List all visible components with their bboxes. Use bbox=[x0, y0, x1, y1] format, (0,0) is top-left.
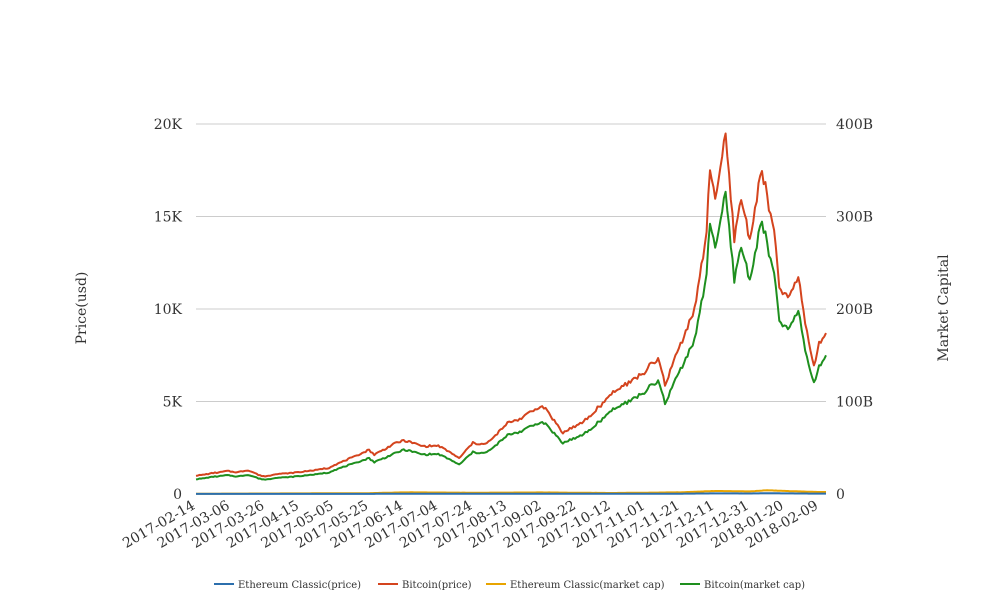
legend-label: Ethereum Classic(price) bbox=[238, 580, 361, 591]
series-line-0 bbox=[196, 492, 826, 495]
y-right-tick-label: 200B bbox=[836, 302, 873, 318]
y-right-tick-label: 300B bbox=[836, 210, 873, 226]
y-axis-left-title: Price(usd) bbox=[74, 272, 90, 345]
y-axis-left-ticks: 0 5K 10K 15K 20K bbox=[154, 117, 183, 503]
legend-label: Bitcoin(price) bbox=[402, 580, 472, 591]
y-left-tick-label: 10K bbox=[154, 302, 183, 318]
y-left-tick-label: 15K bbox=[154, 210, 183, 226]
legend-label: Ethereum Classic(market cap) bbox=[510, 580, 665, 591]
y-left-tick-label: 20K bbox=[154, 117, 183, 133]
legend: Ethereum Classic(price) Bitcoin(price) Eth… bbox=[214, 580, 805, 591]
series-line-1 bbox=[195, 132, 827, 478]
y-right-tick-label: 100B bbox=[836, 395, 873, 411]
y-axis-right-title: Market Capital bbox=[936, 254, 952, 362]
y-left-tick-label: 0 bbox=[173, 487, 182, 503]
y-axis-right-ticks: 0 100B 200B 300B 400B bbox=[836, 117, 873, 503]
y-left-tick-label: 5K bbox=[163, 395, 183, 411]
series-line-3 bbox=[195, 190, 827, 481]
x-axis-ticks: 2017-02-142017-03-062017-03-262017-04-15… bbox=[120, 498, 821, 552]
legend-label: Bitcoin(market cap) bbox=[704, 580, 805, 591]
gridlines bbox=[196, 123, 826, 495]
y-right-tick-label: 0 bbox=[836, 487, 845, 503]
y-right-tick-label: 400B bbox=[836, 117, 873, 133]
series-lines bbox=[195, 132, 827, 495]
